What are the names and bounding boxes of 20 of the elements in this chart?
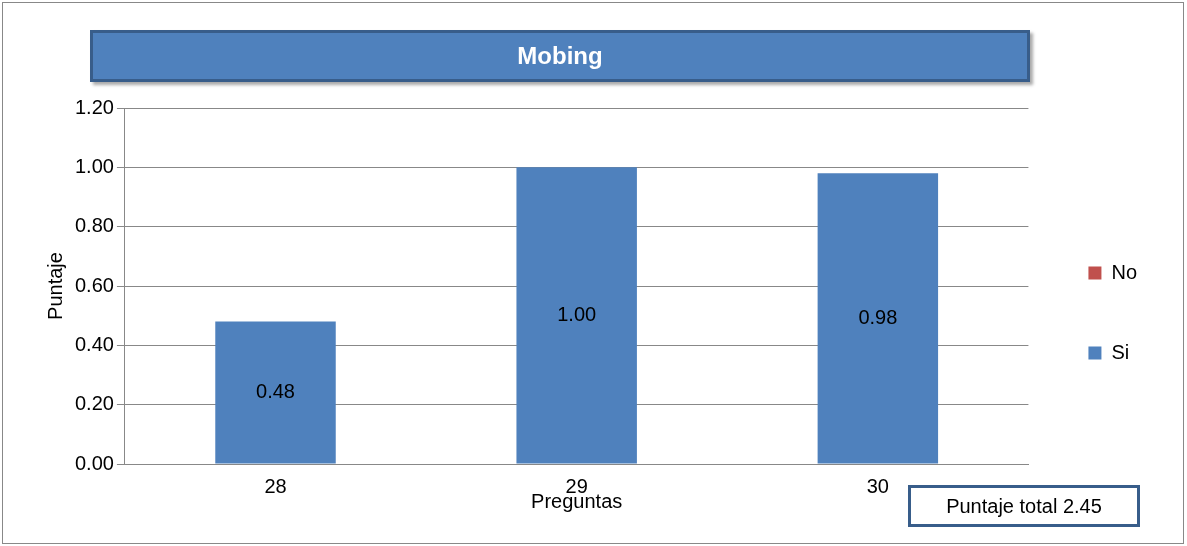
bar (516, 167, 637, 464)
y-tick-label: 0.40 (74, 332, 114, 355)
y-tick-label: 0.80 (74, 214, 114, 237)
bar (817, 173, 939, 464)
data-label: 1.00 (557, 302, 597, 325)
y-tick-label: 1.00 (74, 154, 114, 177)
legend-label: Si (1111, 340, 1130, 363)
x-tick-label: 30 (866, 474, 889, 497)
data-label: 0.48 (256, 380, 295, 403)
y-tick-label: 0.60 (74, 273, 114, 296)
y-tick-label: 0.20 (74, 392, 114, 415)
y-tick-label: 0.00 (74, 451, 114, 474)
text: Puntaje total 2.45 (908, 485, 1140, 527)
legend-label: No (1111, 260, 1138, 283)
y-tick-label: 1.20 (74, 95, 114, 118)
chart-title: Mobing (90, 30, 1030, 82)
bar (215, 321, 336, 464)
y-axis-title: Puntaje (43, 252, 66, 320)
data-label: 0.98 (858, 305, 898, 328)
x-tick-label: 28 (264, 474, 287, 497)
